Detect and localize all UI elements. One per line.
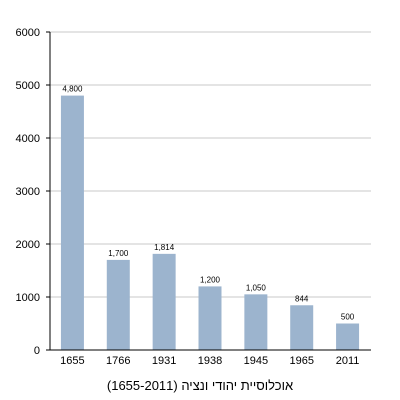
x-tick-label: 1931 xyxy=(152,355,176,367)
x-tick-label: 1965 xyxy=(289,355,313,367)
data-labels: 4,800 1,700 1,814 1,200 1,050 844 500 xyxy=(62,85,354,322)
y-tick-label: 2000 xyxy=(16,239,40,251)
x-tick-label: 1766 xyxy=(106,355,130,367)
data-label-1938: 1,200 xyxy=(200,275,221,284)
bar-1945 xyxy=(244,294,268,350)
y-tick-label: 4000 xyxy=(16,133,40,145)
bars xyxy=(60,95,360,350)
y-tick-label: 1000 xyxy=(16,292,40,304)
bar-2011 xyxy=(336,323,360,350)
x-tick-label: 1945 xyxy=(244,355,268,367)
data-label-1931: 1,814 xyxy=(154,243,175,252)
bar-1766 xyxy=(106,259,130,350)
y-tick-label: 5000 xyxy=(16,80,40,92)
y-tick-label: 3000 xyxy=(16,186,40,198)
data-label-1655: 4,800 xyxy=(62,85,83,94)
x-tick-label: 2011 xyxy=(336,355,360,367)
data-label-2011: 500 xyxy=(341,313,355,322)
data-label-1945: 1,050 xyxy=(246,283,267,292)
x-tick-label: 1938 xyxy=(198,355,222,367)
x-tick-label: 1655 xyxy=(60,355,84,367)
bar-1931 xyxy=(152,253,176,350)
data-label-1965: 844 xyxy=(295,294,309,303)
gridlines xyxy=(50,31,371,298)
y-tick-label: 6000 xyxy=(16,27,40,39)
chart-caption: אוכלוסיית יהודי ונציה (1655-2011) xyxy=(107,378,293,393)
axes: 0 1000 2000 3000 4000 5000 6000 1655 1766 1931 193… xyxy=(16,27,371,367)
y-tick-label: 0 xyxy=(34,345,40,357)
bar-1938 xyxy=(198,286,222,350)
bar-1965 xyxy=(290,305,314,350)
bar-1655 xyxy=(60,95,84,350)
data-label-1766: 1,700 xyxy=(108,249,129,258)
